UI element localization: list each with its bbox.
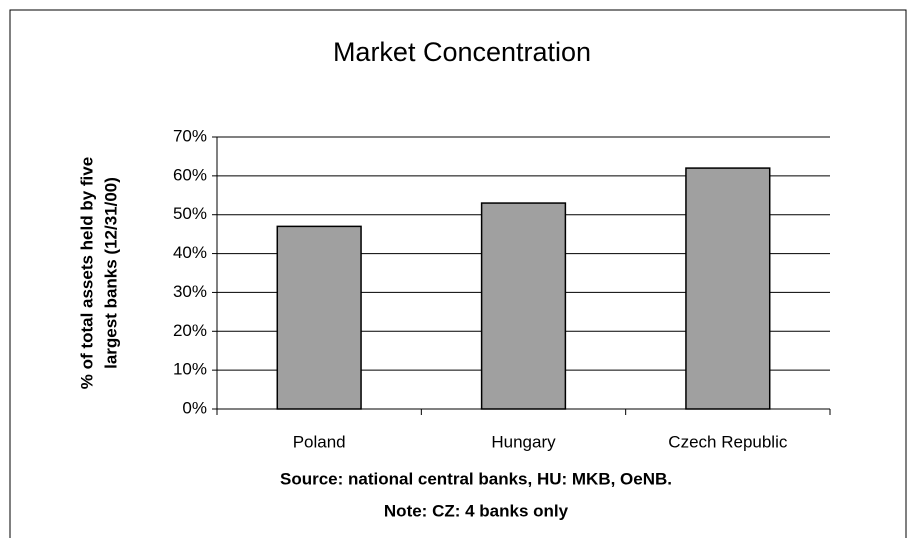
y-tick-label: 20% (173, 321, 207, 340)
x-tick-label: Hungary (491, 432, 556, 451)
y-label: % of total assets held by five (77, 157, 96, 389)
note: Source: national central banks, HU: MKB,… (280, 469, 672, 488)
y-tick-label: 70% (173, 126, 207, 145)
x-tick-label: Poland (293, 432, 346, 451)
note: Note: CZ: 4 banks only (384, 501, 569, 520)
bar (276, 225, 362, 410)
y-tick-label: 60% (173, 165, 207, 184)
y-tick-label: 0% (182, 398, 207, 417)
bar (480, 202, 567, 410)
y-axis-title: % of total assets held by five largest b… (77, 157, 120, 389)
frame (9, 9, 907, 538)
y-tick-label: 50% (173, 204, 207, 223)
bar (685, 167, 771, 410)
y-tick-label: 30% (173, 282, 207, 301)
y-label: largest banks (12/31/00) (101, 177, 120, 369)
y-tick-label: 40% (173, 243, 207, 262)
x-tick-label: Czech Republic (668, 432, 788, 451)
chart-title: Market Concentration (333, 37, 591, 67)
y-tick-label: 10% (173, 360, 207, 379)
